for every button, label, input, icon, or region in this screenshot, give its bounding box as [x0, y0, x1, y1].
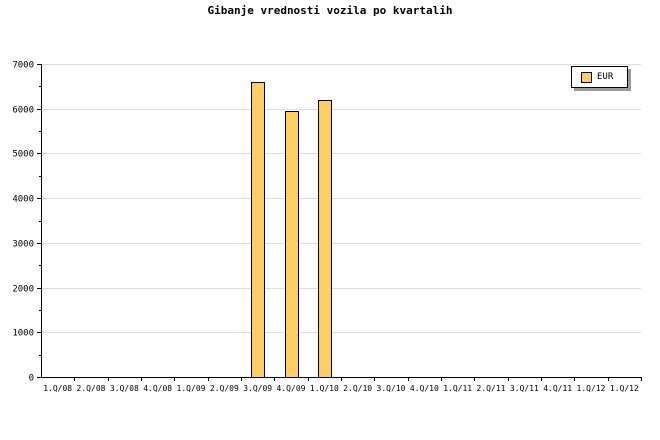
x-tick-label: 2.Q/11 [477, 384, 506, 393]
x-tick-label: 1.Q/08 [43, 384, 72, 393]
legend-label: EUR [597, 72, 614, 82]
y-tick-label: 5000 [12, 150, 34, 160]
x-tick-label: 1.Q/09 [177, 384, 206, 393]
x-tick-label: 1.Q/12 [610, 384, 639, 393]
bar [251, 82, 265, 378]
x-tick-label: 3.Q/11 [510, 384, 539, 393]
x-tick-label: 2.Q/10 [343, 384, 372, 393]
y-tick-label: 2000 [12, 285, 34, 295]
x-tick-label: 1.Q/10 [310, 384, 339, 393]
x-tick-label: 2.Q/08 [77, 384, 106, 393]
legend-swatch [581, 71, 592, 83]
x-tick-label: 4.Q/10 [410, 384, 439, 393]
y-tick-label: 7000 [12, 61, 34, 71]
x-tick-label: 3.Q/08 [110, 384, 139, 393]
x-tick-label: 4.Q/08 [143, 384, 172, 393]
chart-title: Gibanje vrednosti vozila po kvartalih [207, 4, 453, 17]
x-tick-label: 4.Q/11 [543, 384, 572, 393]
x-tick-label: 1.Q/11 [443, 384, 472, 393]
y-tick-label: 3000 [12, 240, 34, 250]
x-tick-label: 2.Q/09 [210, 384, 239, 393]
x-tick-label: 1.Q/12 [577, 384, 606, 393]
legend: EUR [571, 66, 628, 88]
x-tick-label: 3.Q/10 [377, 384, 406, 393]
x-tick-label: 4.Q/09 [277, 384, 306, 393]
y-tick-label: 1000 [12, 329, 34, 339]
y-tick-label: 4000 [12, 195, 34, 205]
x-tick-label: 3.Q/09 [243, 384, 272, 393]
y-tick-label: 0 [29, 374, 34, 384]
y-tick-label: 6000 [12, 106, 34, 116]
bar [318, 100, 332, 378]
bar [285, 111, 299, 378]
